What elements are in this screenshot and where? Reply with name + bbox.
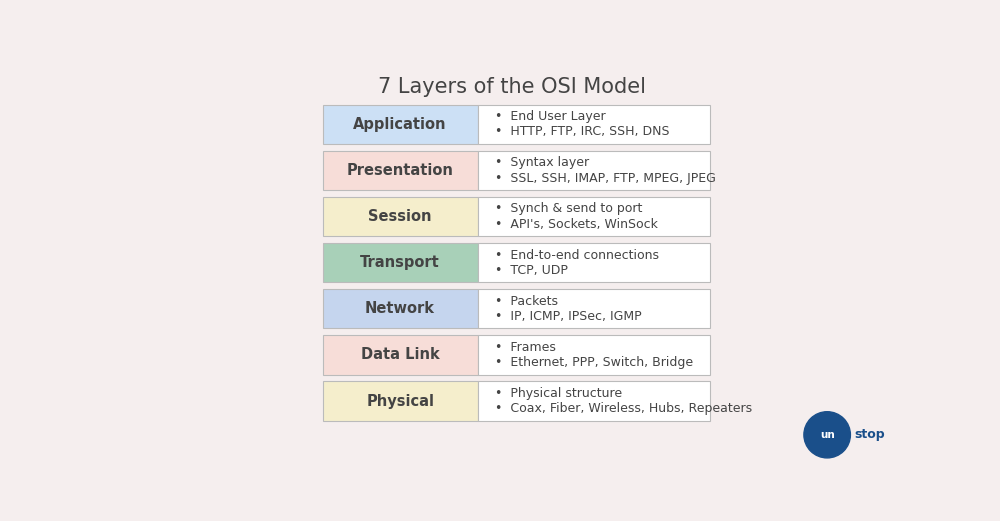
FancyBboxPatch shape (478, 243, 710, 282)
Text: •  Coax, Fiber, Wireless, Hubs, Repeaters: • Coax, Fiber, Wireless, Hubs, Repeaters (495, 402, 752, 415)
Text: stop: stop (854, 428, 885, 441)
Text: •  TCP, UDP: • TCP, UDP (495, 264, 568, 277)
Text: •  End-to-end connections: • End-to-end connections (495, 249, 659, 262)
Text: Data Link: Data Link (361, 348, 440, 363)
FancyBboxPatch shape (323, 151, 478, 190)
Ellipse shape (804, 412, 850, 458)
FancyBboxPatch shape (478, 197, 710, 236)
Text: •  End User Layer: • End User Layer (495, 110, 605, 123)
Text: •  Ethernet, PPP, Switch, Bridge: • Ethernet, PPP, Switch, Bridge (495, 356, 693, 369)
FancyBboxPatch shape (478, 336, 710, 375)
Text: Session: Session (368, 209, 432, 224)
FancyBboxPatch shape (478, 105, 710, 144)
FancyBboxPatch shape (323, 289, 478, 329)
Text: •  Frames: • Frames (495, 341, 556, 354)
FancyBboxPatch shape (323, 243, 478, 282)
Text: •  API's, Sockets, WinSock: • API's, Sockets, WinSock (495, 218, 658, 231)
FancyBboxPatch shape (323, 336, 478, 375)
Text: Physical: Physical (366, 393, 434, 408)
Text: Application: Application (353, 117, 447, 132)
Text: 7 Layers of the OSI Model: 7 Layers of the OSI Model (378, 77, 646, 96)
Text: un: un (820, 430, 835, 440)
Text: •  SSL, SSH, IMAP, FTP, MPEG, JPEG: • SSL, SSH, IMAP, FTP, MPEG, JPEG (495, 171, 716, 184)
Text: •  HTTP, FTP, IRC, SSH, DNS: • HTTP, FTP, IRC, SSH, DNS (495, 126, 669, 139)
Text: Network: Network (365, 301, 435, 316)
Text: •  Physical structure: • Physical structure (495, 387, 622, 400)
Text: •  Syntax layer: • Syntax layer (495, 156, 589, 169)
Text: •  Packets: • Packets (495, 295, 558, 308)
Text: •  IP, ICMP, IPSec, IGMP: • IP, ICMP, IPSec, IGMP (495, 310, 641, 323)
Text: Presentation: Presentation (347, 163, 454, 178)
Text: Transport: Transport (360, 255, 440, 270)
FancyBboxPatch shape (323, 105, 478, 144)
FancyBboxPatch shape (478, 289, 710, 329)
FancyBboxPatch shape (478, 381, 710, 421)
Text: •  Synch & send to port: • Synch & send to port (495, 202, 642, 215)
FancyBboxPatch shape (478, 151, 710, 190)
FancyBboxPatch shape (323, 381, 478, 421)
FancyBboxPatch shape (323, 197, 478, 236)
